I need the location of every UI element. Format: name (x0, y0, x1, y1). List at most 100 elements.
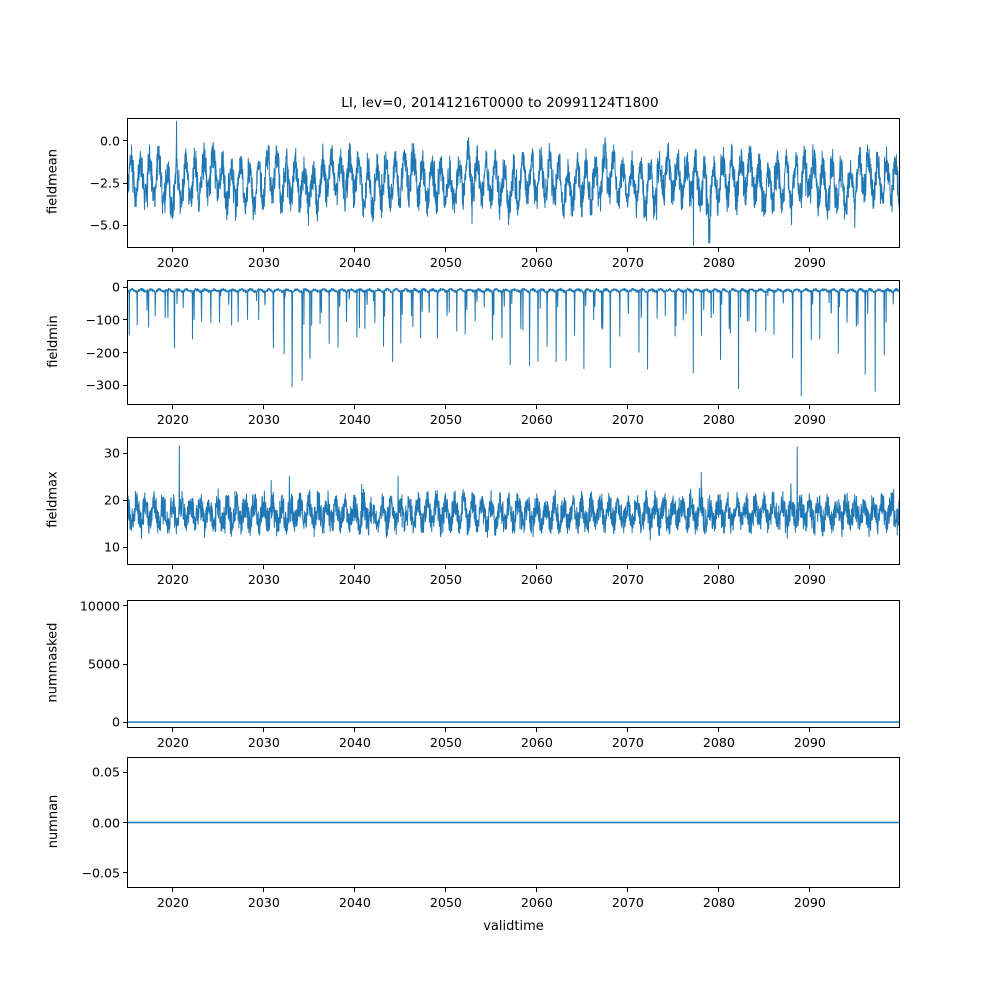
ytick-label: 30 (103, 445, 120, 461)
xtick-mark (354, 405, 356, 409)
plot-line-nummasked (127, 600, 900, 728)
xtick-mark (718, 405, 720, 409)
plot-line-fieldmin (127, 280, 900, 405)
ytick-label: 5000 (87, 656, 120, 672)
subplot-fieldmax (123, 437, 900, 569)
xtick-mark (809, 248, 811, 252)
ytick-label: −300 (85, 377, 120, 393)
xtick-mark (354, 728, 356, 732)
xtick-label: 2040 (338, 895, 371, 910)
xtick-label: 2030 (247, 572, 280, 587)
xtick-mark (718, 728, 720, 732)
xtick-mark (172, 248, 174, 252)
ytick-mark (123, 224, 127, 226)
ytick-mark (123, 452, 127, 454)
xtick-mark (172, 565, 174, 569)
xtick-label: 2050 (429, 895, 462, 910)
subplot-fieldmin (123, 280, 900, 409)
xtick-label: 2070 (611, 895, 644, 910)
xtick-label: 2080 (702, 255, 735, 270)
subplot-fieldmean (123, 118, 900, 252)
ytick-label: 10000 (79, 598, 120, 614)
xtick-label: 2080 (702, 895, 735, 910)
xtick-label: 2060 (520, 895, 553, 910)
ytick-label: 0.0 (99, 133, 120, 149)
xtick-label: 2090 (793, 412, 826, 427)
ytick-label: −100 (85, 312, 120, 328)
xtick-label: 2020 (156, 255, 189, 270)
xtick-label: 2020 (156, 412, 189, 427)
xtick-label: 2050 (429, 412, 462, 427)
xtick-mark (172, 405, 174, 409)
xtick-mark (536, 728, 538, 732)
xtick-label: 2050 (429, 735, 462, 750)
xtick-label: 2030 (247, 735, 280, 750)
ytick-label: 0 (111, 714, 120, 730)
xtick-mark (263, 248, 265, 252)
xtick-label: 2060 (520, 255, 553, 270)
xtick-label: 2060 (520, 572, 553, 587)
ytick-mark (123, 140, 127, 142)
ytick-mark (123, 872, 127, 874)
xtick-label: 2030 (247, 895, 280, 910)
ytick-label: 0 (111, 279, 120, 295)
xtick-mark (718, 565, 720, 569)
xtick-mark (536, 405, 538, 409)
xtick-mark (445, 728, 447, 732)
ytick-label: −0.05 (81, 865, 120, 881)
xtick-mark (445, 405, 447, 409)
plot-line-fieldmean (127, 118, 900, 248)
xtick-mark (263, 888, 265, 892)
ytick-mark (123, 352, 127, 354)
xtick-label: 2020 (156, 572, 189, 587)
xtick-mark (536, 565, 538, 569)
ytick-mark (123, 182, 127, 184)
xtick-mark (536, 888, 538, 892)
xtick-label: 2040 (338, 735, 371, 750)
xtick-label: 2020 (156, 735, 189, 750)
xtick-mark (718, 888, 720, 892)
xtick-mark (172, 888, 174, 892)
ytick-mark (123, 822, 127, 824)
ylabel-numnan: numnan (45, 794, 61, 848)
xtick-mark (445, 888, 447, 892)
xtick-mark (445, 248, 447, 252)
xtick-mark (172, 728, 174, 732)
xtick-label: 2020 (156, 895, 189, 910)
xtick-label: 2040 (338, 412, 371, 427)
xtick-label: 2060 (520, 412, 553, 427)
ytick-label: −2.5 (89, 175, 120, 191)
xtick-label: 2040 (338, 572, 371, 587)
xtick-label: 2040 (338, 255, 371, 270)
xtick-mark (354, 888, 356, 892)
xtick-label: 2050 (429, 572, 462, 587)
xtick-label: 2080 (702, 412, 735, 427)
ytick-label: 0.00 (91, 815, 120, 830)
xtick-mark (263, 728, 265, 732)
ytick-mark (123, 605, 127, 607)
xtick-label: 2070 (611, 412, 644, 427)
ytick-label: −200 (85, 345, 120, 361)
xtick-mark (718, 248, 720, 252)
xtick-mark (627, 248, 629, 252)
xtick-label: 2070 (611, 572, 644, 587)
ytick-mark (123, 771, 127, 773)
ytick-label: 0.05 (91, 764, 120, 780)
xtick-label: 2030 (247, 412, 280, 427)
xtick-mark (536, 248, 538, 252)
xtick-label: 2060 (520, 735, 553, 750)
xtick-mark (627, 728, 629, 732)
xtick-label: 2090 (793, 735, 826, 750)
xtick-mark (809, 565, 811, 569)
xtick-mark (627, 565, 629, 569)
subplot-numnan (123, 757, 900, 892)
ytick-mark (123, 663, 127, 665)
ytick-mark (123, 319, 127, 321)
xtick-mark (263, 565, 265, 569)
figure-title: LI, lev=0, 20141216T0000 to 20991124T180… (341, 95, 659, 111)
xtick-mark (354, 248, 356, 252)
xtick-label: 2090 (793, 572, 826, 587)
ytick-label: −5.0 (89, 217, 120, 233)
ytick-label: 20 (103, 492, 120, 508)
xtick-label: 2070 (611, 735, 644, 750)
